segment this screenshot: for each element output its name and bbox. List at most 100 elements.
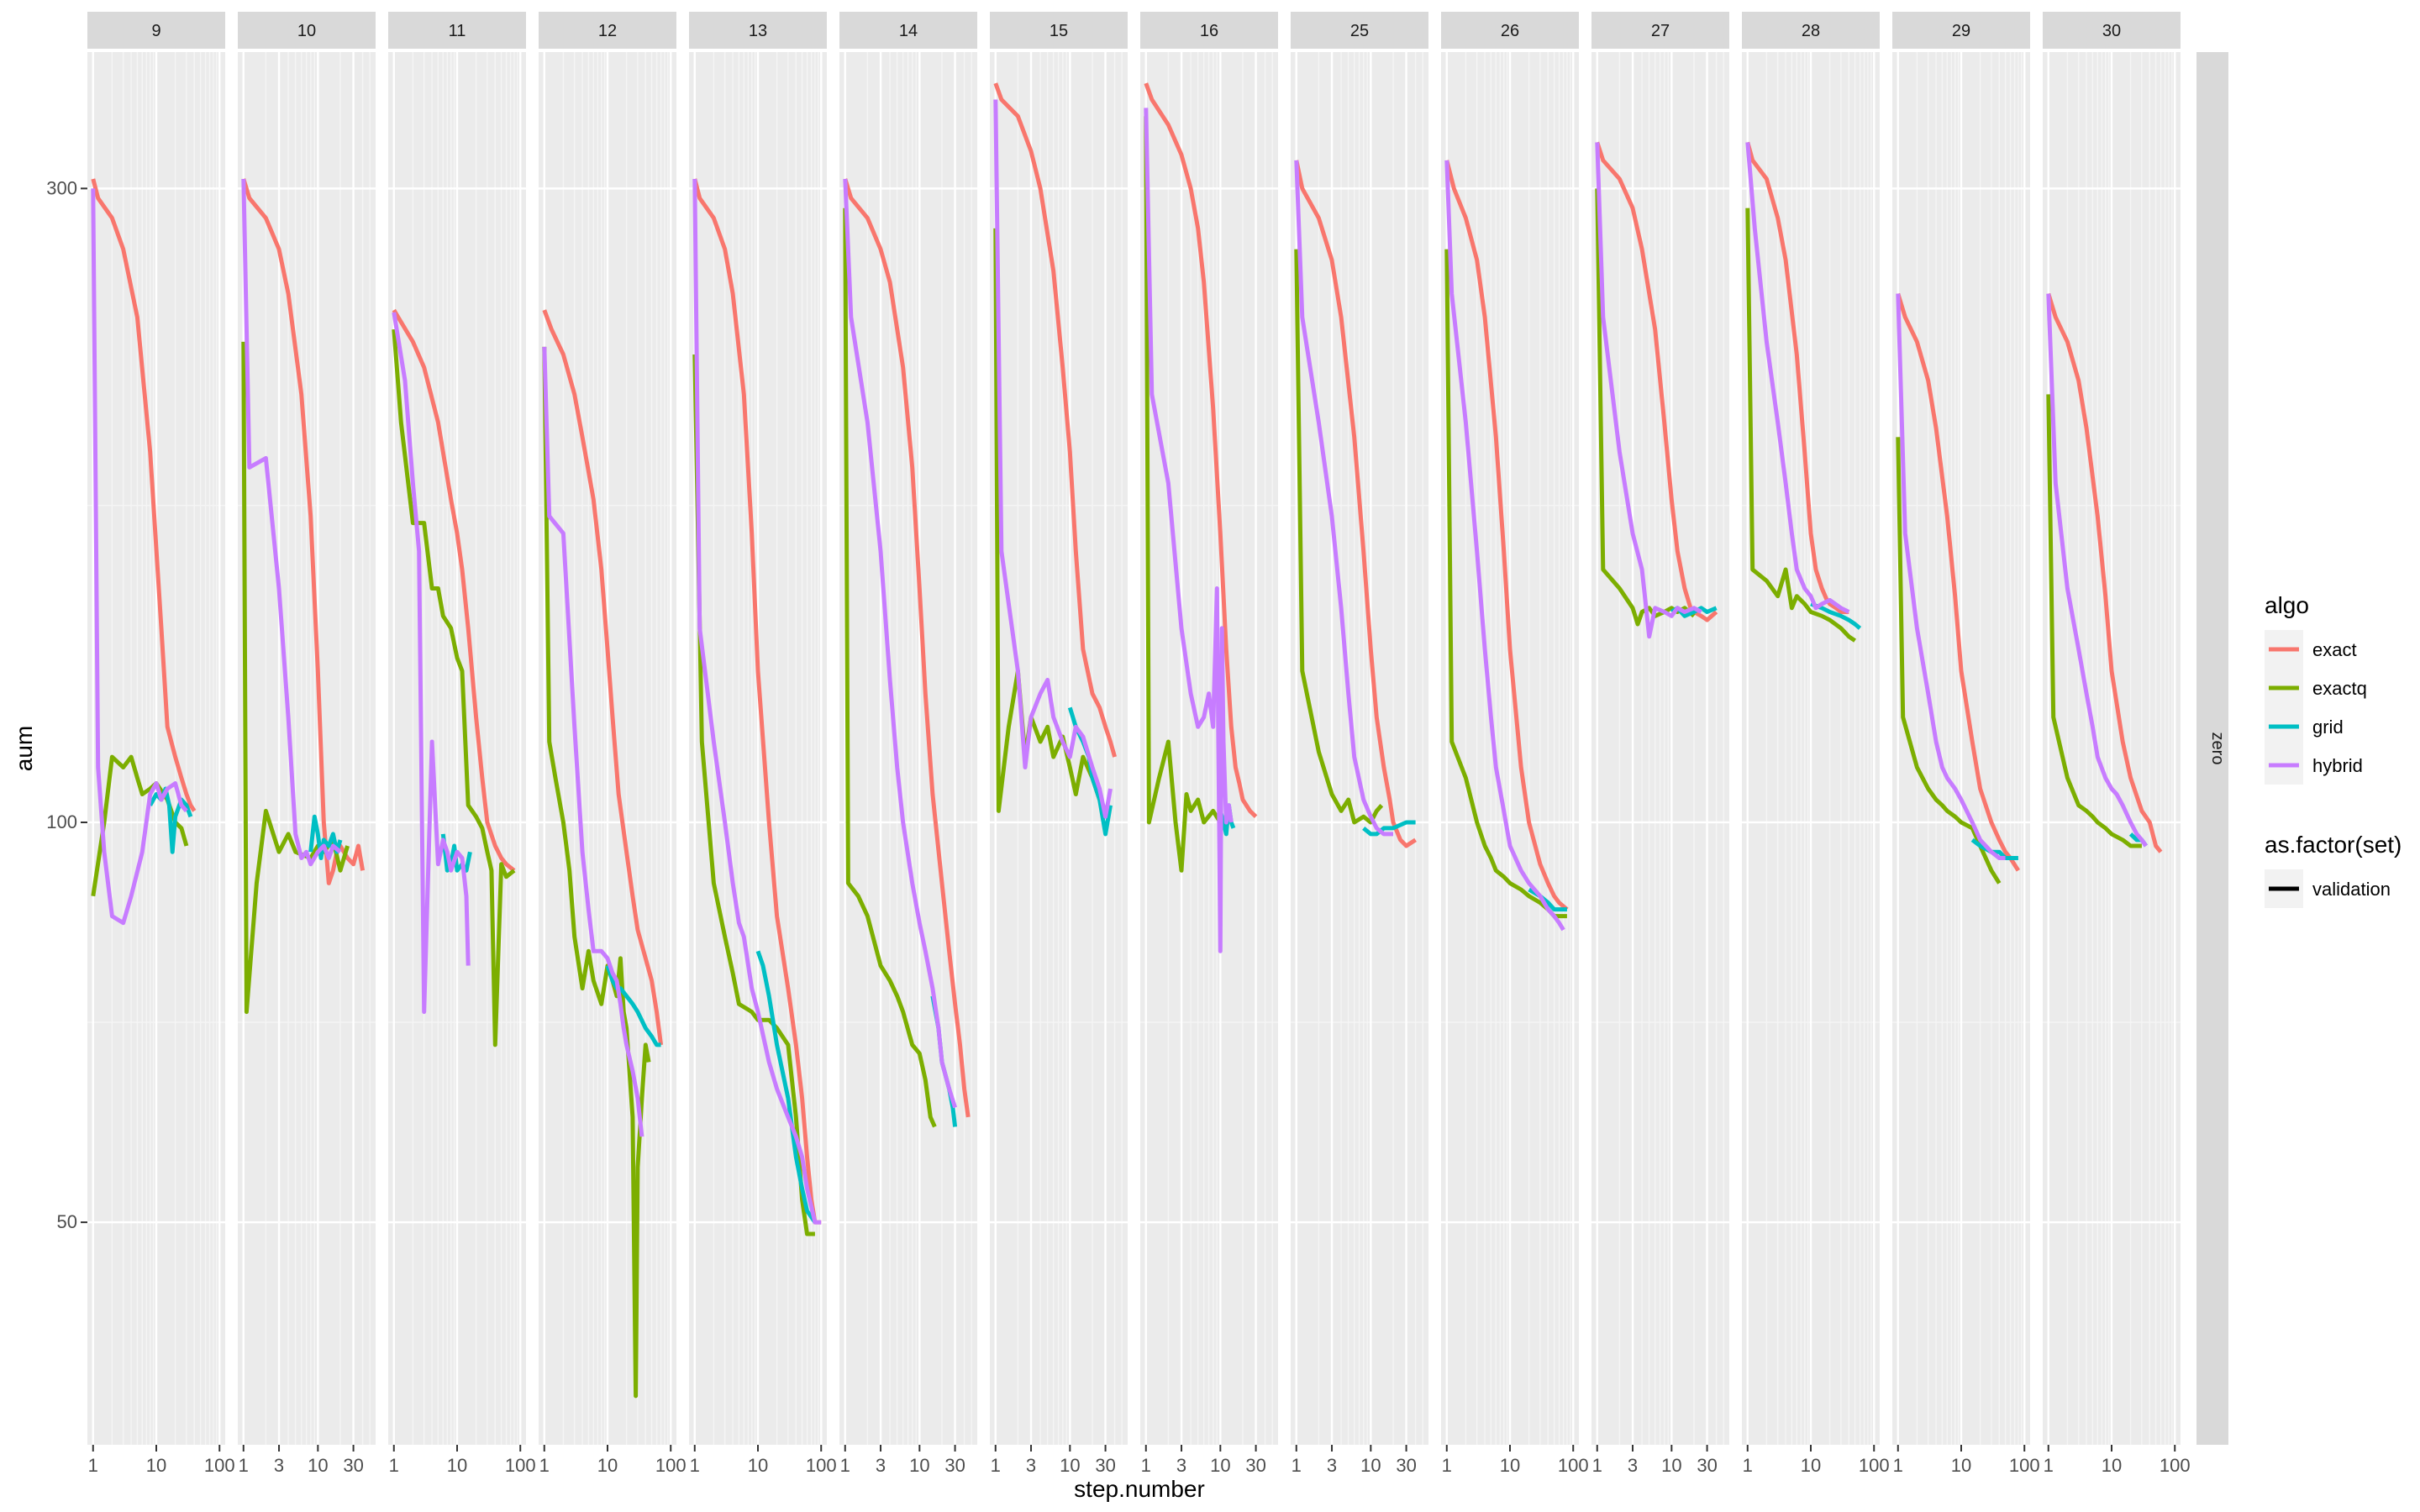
x-tick-label: 100 [2009,1455,2040,1476]
series-line-exact [1595,141,1718,622]
series-line-hybrid [1144,108,1234,953]
x-tick-label: 1 [389,1455,399,1476]
x-tick-label: 10 [1060,1455,1080,1476]
facet-panel-11: 111 10 100 [388,12,536,1476]
strip-16 [1140,12,1278,49]
series-line-exact [542,309,664,1046]
x-tick-label: 1 [539,1455,550,1476]
x-tick-label: 10 [1500,1455,1520,1476]
x-tick-label: 30 [944,1455,965,1476]
series-line-hybrid [241,178,342,867]
x-tick-label: 10 [1210,1455,1230,1476]
x-tick-label: 100 [2160,1455,2191,1476]
series-line-hybrid [542,346,644,1137]
x-tick-label: 10 [909,1455,929,1476]
facet-panel-28: 28 1 10 100 [1742,12,1890,1476]
x-axis-title: step.number [1074,1476,1205,1502]
facet-panel-14: 14 1 3 10 30 [839,12,977,1476]
strip-label: 28 [1802,22,1820,40]
series-line-hybrid [392,312,471,1015]
x-tick-label: 1 [991,1455,1001,1476]
facet-panel-25: 25 1 3 10 30 [1291,12,1428,1476]
series-line-hybrid [1294,160,1393,837]
facet-panel-26: 26 1 10 100 [1441,12,1589,1476]
legend-label-exact: exact [2312,639,2357,660]
strip-label: 14 [899,22,918,40]
strip-label: 9 [151,22,160,40]
x-tick-label: 100 [204,1455,235,1476]
series-line-grid [755,950,817,1224]
x-tick-label: 100 [806,1455,837,1476]
strip-13 [689,12,827,49]
series-line-exact [692,178,822,1225]
series-line-grid [605,964,661,1047]
facet-panel-13: 13 1 10 100 [689,12,837,1476]
strip-label: 30 [2102,22,2121,40]
series-line-exact [1294,160,1417,848]
legend-color-title: algo [2265,592,2309,618]
x-tick-label: 1 [1592,1455,1602,1476]
series-line-exact [1444,160,1569,911]
series-line-grid [1970,837,2018,860]
legend-color-items: exact exactq grid hybrid [2265,630,2367,785]
series-line-exact [1144,82,1258,818]
x-minor-grid [539,52,676,1445]
x-tick-label: 10 [2102,1455,2122,1476]
x-tick-label: 1 [1292,1455,1302,1476]
x-tick-label: 30 [343,1455,363,1476]
x-tick-label: 3 [876,1455,886,1476]
strip-right [2196,52,2228,1445]
series-line-exact [2046,292,2163,853]
strip-15 [990,12,1128,49]
x-tick-label: 1 [239,1455,249,1476]
x-tick-label: 10 [597,1455,618,1476]
series-line-hybrid [843,178,957,1109]
x-tick-label: 1 [1141,1455,1151,1476]
x-tick-label: 1 [2044,1455,2054,1476]
x-tick-label: 3 [1176,1455,1186,1476]
strip-label: 13 [749,22,767,40]
x-tick-label: 30 [1245,1455,1265,1476]
x-tick-label: 10 [146,1455,166,1476]
legend-label-hybrid: hybrid [2312,755,2363,776]
x-tick-label: 10 [1801,1455,1821,1476]
strip-9 [87,12,225,49]
series-line-exact [392,308,516,873]
x-tick-label: 10 [1661,1455,1681,1476]
x-tick-label: 10 [1951,1455,1971,1476]
strip-label: 26 [1501,22,1519,40]
strip-14 [839,12,977,49]
legend-linetype-items: validation [2265,869,2391,908]
series-line-hybrid [692,178,822,1225]
strip-label: 12 [598,22,617,40]
y-tick-label: 100 [46,811,77,832]
facet-panel-15: 15 1 3 10 30 [990,12,1128,1476]
strip-11 [388,12,526,49]
x-minor-grid [388,52,526,1445]
x-tick-label: 10 [1360,1455,1381,1476]
x-tick-label: 3 [1628,1455,1638,1476]
series-line-exactq [993,228,1102,813]
series-line-hybrid [2046,293,2148,848]
x-tick-label: 3 [274,1455,284,1476]
x-tick-label: 1 [1442,1455,1452,1476]
x-tick-label: 10 [308,1455,328,1476]
series-line-grid [1810,601,1862,630]
series-line-hybrid [1595,142,1702,639]
strip-label: 10 [297,22,316,40]
series-line-exactq [2046,394,2142,848]
series-line-exact [843,178,971,1118]
legend-label-linetype: validation [2312,879,2391,900]
legend-label-exactq: exactq [2312,678,2367,699]
series-line-exactq [843,207,937,1128]
x-minor-grid [2043,52,2181,1445]
y-tick-label: 300 [46,177,77,198]
strip-label: 25 [1350,22,1369,40]
legend-label-grid: grid [2312,717,2344,738]
x-tick-label: 30 [1095,1455,1115,1476]
legend: algo exact exactq grid hybrid as.factor(set… [2265,592,2402,908]
series-line-exactq [1745,207,1856,643]
strip-label: 11 [449,22,466,40]
series-line-exact [993,82,1118,758]
